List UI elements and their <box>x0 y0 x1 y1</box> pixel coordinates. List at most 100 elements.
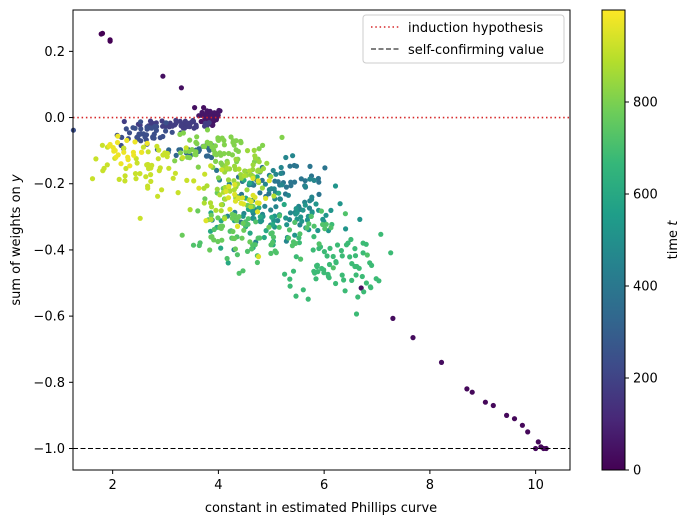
scatter-point <box>347 254 353 260</box>
scatter-point <box>239 235 245 241</box>
scatter-point <box>138 131 144 137</box>
scatter-point <box>253 219 259 225</box>
scatter-point <box>293 293 299 299</box>
scatter-point <box>247 230 253 236</box>
scatter-point <box>248 204 254 210</box>
scatter-point <box>184 177 190 183</box>
scatter-point <box>266 224 272 230</box>
scatter-point <box>283 184 289 190</box>
scatter-point <box>232 182 238 188</box>
scatter-point <box>244 148 251 154</box>
scatter-point <box>307 163 313 169</box>
scatter-point <box>248 198 254 204</box>
scatter-point <box>320 221 326 228</box>
plot-background <box>73 10 570 470</box>
scatter-point <box>352 246 358 252</box>
scatter-point <box>302 202 308 208</box>
scatter-point <box>121 118 127 125</box>
scatter-point <box>300 287 306 293</box>
scatter-point <box>211 226 217 233</box>
scatter-point <box>250 175 256 181</box>
scatter-point <box>123 165 129 172</box>
x-tick-label: 8 <box>426 478 434 493</box>
scatter-point <box>229 215 235 221</box>
scatter-point <box>266 178 272 184</box>
scatter-point <box>348 236 354 243</box>
scatter-point <box>163 128 169 134</box>
y-tick-label: −0.2 <box>33 177 65 192</box>
scatter-point <box>224 160 230 166</box>
scatter-point <box>118 161 124 167</box>
scatter-point <box>194 141 200 147</box>
scatter-point <box>140 144 146 150</box>
colorbar-tick-label: 600 <box>633 188 658 203</box>
scatter-point <box>211 110 217 116</box>
scatter-point <box>261 234 267 241</box>
scatter-point <box>273 171 279 177</box>
scatter-point <box>306 205 313 211</box>
scatter-point <box>203 218 209 224</box>
scatter-point <box>271 193 277 199</box>
scatter-point <box>353 311 360 317</box>
scatter-point <box>290 268 297 274</box>
scatter-point <box>328 207 334 213</box>
scatter-point <box>525 429 531 435</box>
scatter-point <box>213 158 219 164</box>
scatter-point <box>256 205 262 211</box>
scatter-point <box>302 183 308 189</box>
scatter-point <box>206 120 212 126</box>
scatter-point <box>200 143 207 149</box>
scatter-point <box>156 147 162 153</box>
scatter-point <box>172 158 178 164</box>
scatter-point <box>330 253 336 260</box>
scatter-point <box>218 245 224 251</box>
scatter-point <box>209 234 215 240</box>
scatter-point <box>284 222 290 228</box>
scatter-point <box>242 168 248 174</box>
scatter-point <box>297 231 303 237</box>
scatter-point <box>169 129 175 135</box>
scatter-point <box>179 232 185 238</box>
scatter-point <box>228 134 234 140</box>
scatter-point <box>378 231 384 237</box>
scatter-point <box>323 221 329 227</box>
scatter-point <box>316 191 322 197</box>
scatter-point <box>226 183 232 190</box>
scatter-point <box>123 126 129 132</box>
scatter-point <box>254 174 260 180</box>
scatter-point <box>232 246 238 252</box>
scatter-point <box>133 176 139 182</box>
scatter-point <box>281 201 287 208</box>
scatter-point <box>160 73 166 79</box>
colorbar-tick-label: 800 <box>633 96 658 111</box>
scatter-point <box>337 201 343 207</box>
scatter-point <box>308 213 314 219</box>
scatter-point <box>236 270 242 276</box>
scatter-point <box>257 218 263 224</box>
scatter-point <box>221 142 227 148</box>
scatter-point <box>410 335 416 341</box>
scatter-point <box>144 140 150 146</box>
scatter-point <box>490 402 496 409</box>
scatter-point <box>238 200 244 206</box>
scatter-point <box>272 178 278 184</box>
scatter-point <box>322 165 328 171</box>
colorbar-tick-label: 200 <box>633 372 658 387</box>
scatter-point <box>376 278 382 284</box>
scatter-point <box>334 242 341 248</box>
scatter-point <box>311 234 317 240</box>
scatter-point <box>138 126 144 132</box>
scatter-point <box>234 223 241 229</box>
scatter-point <box>189 147 195 153</box>
colorbar-label-prefix: time <box>666 226 681 260</box>
scatter-point <box>122 173 128 179</box>
y-tick-label: −0.6 <box>33 310 65 325</box>
y-tick-label: 0.2 <box>44 45 65 60</box>
scatter-point <box>143 174 149 180</box>
y-tick-label: −1.0 <box>33 442 65 457</box>
scatter-point <box>359 273 365 280</box>
scatter-point <box>310 247 316 253</box>
scatter-point <box>535 439 541 445</box>
scatter-point <box>270 234 277 240</box>
scatter-point <box>352 253 359 259</box>
